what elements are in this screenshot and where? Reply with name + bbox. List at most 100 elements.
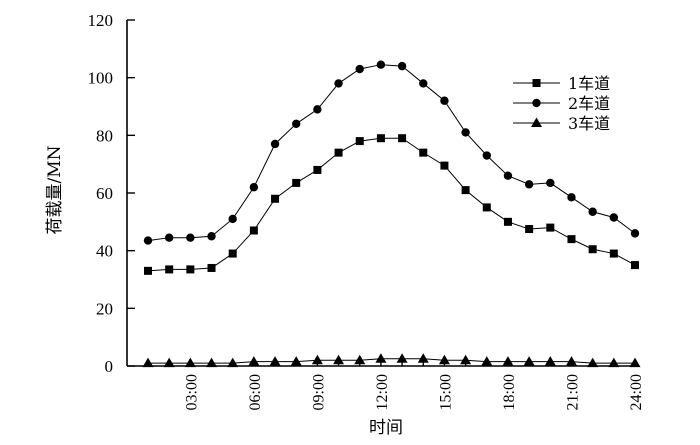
data-point: [525, 225, 534, 234]
data-point: [588, 207, 597, 216]
data-point: [270, 139, 280, 149]
data-point: [375, 353, 387, 363]
data-point: [333, 354, 345, 365]
data-point: [207, 232, 216, 241]
data-point: [503, 217, 512, 226]
x-tick-label: 24:00: [628, 374, 645, 410]
data-point: [334, 79, 343, 88]
data-point: [164, 233, 174, 242]
data-point: [546, 178, 555, 188]
data-point: [567, 235, 576, 244]
data-point: [249, 183, 259, 192]
data-point: [355, 64, 364, 74]
data-point: [290, 356, 302, 366]
data-point: [228, 249, 237, 258]
legend-label: 3车道: [568, 114, 610, 133]
data-point: [248, 356, 260, 366]
data-point: [313, 165, 322, 174]
data-point: [311, 354, 323, 365]
data-point: [502, 356, 514, 366]
data-point: [546, 223, 555, 232]
data-point: [227, 357, 239, 368]
data-point: [397, 61, 407, 71]
axes: [126, 20, 637, 367]
data-point: [186, 233, 195, 242]
legend-item: 1车道: [513, 74, 610, 93]
x-tick-label: 03:00: [183, 374, 200, 410]
x-axis-label: 时间: [369, 418, 403, 438]
data-point: [292, 178, 301, 187]
legend-marker: [532, 98, 541, 108]
legend-item: 2车道: [513, 94, 610, 113]
data-point: [482, 151, 491, 160]
data-point: [438, 354, 450, 365]
legend-marker: [532, 79, 541, 87]
legend-marker: [531, 117, 542, 127]
data-point: [165, 265, 174, 274]
x-axis-ticks: 03:00 06:00 09:00 12:00 15:00 18:00 21:00 24:00: [147, 360, 645, 410]
data-point: [440, 161, 449, 170]
data-point: [292, 119, 301, 128]
data-point: [609, 249, 618, 258]
data-point: [460, 354, 472, 365]
data-point: [631, 261, 639, 270]
y-tick-label: 60: [96, 184, 113, 203]
data-point: [376, 134, 385, 143]
data-point: [313, 105, 322, 114]
data-point: [567, 193, 576, 202]
data-point: [587, 357, 599, 368]
data-point: [417, 353, 429, 363]
data-point: [376, 60, 386, 69]
y-tick-label: 40: [96, 242, 113, 261]
series-line: [148, 358, 635, 364]
data-point: [461, 128, 470, 137]
data-point: [143, 236, 153, 245]
data-point: [503, 171, 513, 180]
data-point: [609, 213, 619, 222]
data-point: [354, 354, 366, 365]
series-line: [147, 64, 636, 242]
legend-label: 2车道: [568, 94, 610, 113]
legend-label: 1车道: [568, 74, 610, 93]
data-point: [207, 263, 216, 272]
legend-item: 3车道: [513, 114, 610, 133]
data-point: [271, 194, 280, 203]
data-point: [396, 353, 408, 363]
series-line: [147, 137, 636, 272]
data-point: [228, 214, 237, 224]
data-point: [398, 134, 407, 143]
data-point: [481, 356, 493, 366]
y-tick-label: 80: [96, 126, 113, 145]
data-point: [249, 226, 258, 235]
data-point: [629, 357, 641, 368]
series-2: [143, 60, 640, 245]
y-tick-label: 100: [88, 69, 114, 88]
series-1: [144, 134, 639, 275]
y-axis-ticks: 0 20 40 60 80 100 120: [88, 11, 135, 376]
data-point: [186, 265, 195, 274]
data-point: [163, 357, 175, 368]
data-point: [608, 357, 620, 368]
data-point: [355, 137, 364, 146]
y-tick-label: 0: [105, 357, 114, 376]
series-group: [142, 60, 641, 368]
data-point: [334, 148, 343, 157]
x-tick-label: 09:00: [310, 374, 327, 410]
y-tick-label: 120: [88, 11, 114, 30]
data-point: [440, 96, 449, 105]
y-axis-label: 荷载量/MN: [45, 145, 65, 234]
data-point: [565, 356, 577, 366]
data-point: [419, 79, 428, 88]
data-point: [544, 356, 556, 366]
series-3: [142, 353, 641, 368]
data-point: [630, 229, 640, 238]
data-point: [142, 357, 154, 368]
x-tick-label: 06:00: [247, 374, 264, 410]
y-tick-label: 20: [96, 299, 113, 318]
data-point: [523, 356, 535, 366]
data-point: [144, 266, 152, 275]
x-tick-label: 15:00: [437, 374, 454, 410]
data-point: [206, 357, 218, 368]
data-point: [269, 356, 281, 366]
